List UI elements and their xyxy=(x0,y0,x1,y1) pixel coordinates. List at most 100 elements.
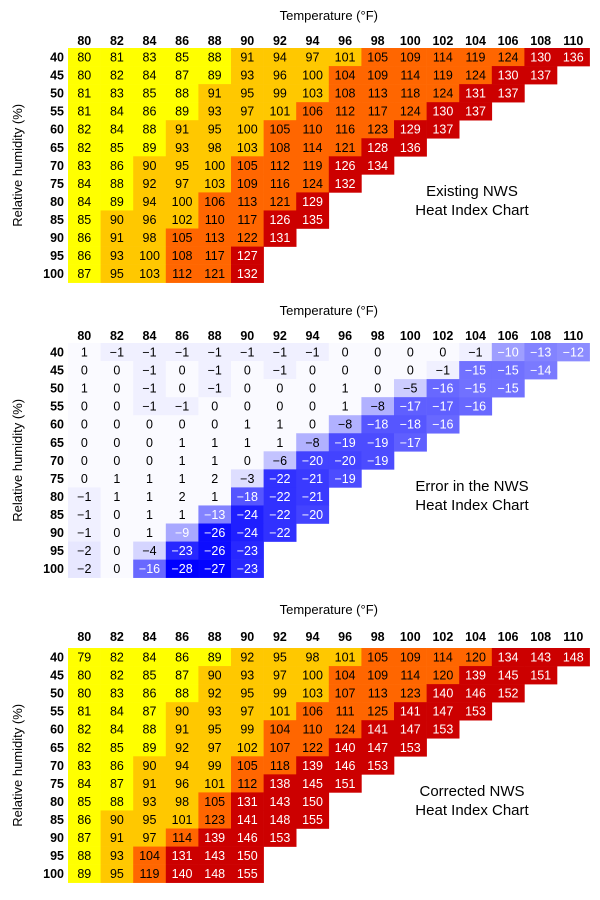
cell-value-label: 90 xyxy=(143,159,157,173)
heatmap-cell xyxy=(491,648,525,667)
cell-value-label: 85 xyxy=(110,741,124,755)
cell-value-label: −23 xyxy=(237,562,258,576)
cell-value-label: −24 xyxy=(237,508,258,522)
cell-value-label: 126 xyxy=(269,213,290,227)
heatmap-cell xyxy=(198,487,232,506)
cell-value-label: 100 xyxy=(302,69,323,83)
heatmap-cell xyxy=(198,451,232,470)
cell-value-label: 153 xyxy=(432,723,453,737)
heatmap-cell xyxy=(361,415,395,434)
heatmap-cell xyxy=(328,361,362,380)
heatmap-cell xyxy=(198,379,232,398)
heatmap-cell xyxy=(361,702,395,721)
heatmap-cell xyxy=(165,361,199,380)
cell-value-label: 145 xyxy=(302,777,323,791)
cell-value-label: 97 xyxy=(240,705,254,719)
y-tick-label: 50 xyxy=(50,87,64,101)
cell-value-label: 81 xyxy=(77,87,91,101)
heatmap-panel-2: Temperature (°F) Relative humidity (%) 80 8… xyxy=(10,303,590,578)
x-tick-label: 104 xyxy=(465,630,486,644)
heatmap-cell xyxy=(328,120,362,139)
y-tick-label: 40 xyxy=(50,346,64,360)
heatmap-cell xyxy=(100,156,134,175)
x-tick-label: 88 xyxy=(208,329,222,343)
heatmap-cell xyxy=(68,343,101,362)
cell-value-label: 92 xyxy=(240,651,254,665)
heatmap-cell xyxy=(133,684,167,703)
heatmap-cell xyxy=(68,192,101,211)
heatmap-cell xyxy=(68,469,101,488)
heatmap-cell xyxy=(459,379,493,398)
heatmap-cell xyxy=(231,379,264,398)
cell-value-label: 118 xyxy=(400,87,420,101)
cell-value-label: 127 xyxy=(237,249,258,263)
heatmap-cell xyxy=(263,505,297,524)
heatmap-cell xyxy=(198,720,232,739)
heatmap-cell xyxy=(133,559,167,578)
heatmap-cell xyxy=(165,156,199,175)
cell-value-label: 0 xyxy=(113,400,120,414)
heatmap-cell xyxy=(68,102,101,121)
cell-value-label: 92 xyxy=(175,741,189,755)
cell-value-label: −13 xyxy=(204,508,225,522)
cell-value-label: 143 xyxy=(530,651,551,665)
heatmap-cell xyxy=(296,174,330,193)
heatmap-cell xyxy=(328,174,362,193)
cell-value-label: 0 xyxy=(179,418,186,432)
heatmap-cell xyxy=(263,48,297,67)
heatmap-cell xyxy=(491,48,525,67)
heatmap-cell xyxy=(165,684,199,703)
y-tick-label: 70 xyxy=(50,454,64,468)
y-axis-title: Relative humidity (%) xyxy=(10,104,25,227)
cell-value-label: 123 xyxy=(367,123,388,137)
cell-value-label: −18 xyxy=(400,418,421,432)
cell-value-label: 86 xyxy=(77,249,91,263)
heatmap-cell xyxy=(296,810,330,829)
x-tick-label: 80 xyxy=(77,630,91,644)
cell-value-label: 85 xyxy=(175,51,189,65)
heatmap-cell xyxy=(557,343,590,362)
heatmap-cell xyxy=(100,774,134,793)
heatmap-cell xyxy=(100,864,134,883)
cell-value-label: 93 xyxy=(110,849,124,863)
heatmap-cell xyxy=(198,361,232,380)
cell-value-label: 105 xyxy=(237,159,258,173)
cell-value-label: −19 xyxy=(367,436,388,450)
heatmap-cell xyxy=(165,810,199,829)
heatmap-cell xyxy=(263,666,297,685)
y-tick-label: 80 xyxy=(50,795,64,809)
cell-value-label: −20 xyxy=(302,454,323,468)
heatmap-cell xyxy=(231,864,264,883)
heatmap-cell xyxy=(68,541,101,560)
cell-value-label: 124 xyxy=(400,105,421,119)
x-tick-label: 84 xyxy=(143,630,157,644)
cell-value-label: 123 xyxy=(204,813,225,827)
cell-value-label: 0 xyxy=(374,364,381,378)
cell-value-label: 0 xyxy=(81,454,88,468)
heatmap-cell xyxy=(459,666,493,685)
cell-value-label: −1 xyxy=(208,364,222,378)
cell-value-label: 1 xyxy=(179,472,186,486)
cell-value-label: 100 xyxy=(172,195,193,209)
cell-value-label: 97 xyxy=(273,669,287,683)
cell-value-label: 137 xyxy=(465,105,486,119)
cell-value-label: 84 xyxy=(77,177,91,191)
cell-value-label: 83 xyxy=(143,51,157,65)
cell-value-label: 104 xyxy=(139,849,160,863)
cell-value-label: −23 xyxy=(171,544,192,558)
cell-value-label: 1 xyxy=(81,346,88,360)
cell-value-label: 95 xyxy=(208,123,222,137)
heatmap-cell xyxy=(133,756,167,775)
cell-value-label: 87 xyxy=(143,705,157,719)
cell-value-label: 101 xyxy=(335,51,356,65)
cell-value-label: 136 xyxy=(563,51,584,65)
cell-value-label: 109 xyxy=(367,69,388,83)
heatmap-cell xyxy=(165,487,199,506)
heatmap-cell xyxy=(296,156,330,175)
heatmap-cell xyxy=(68,487,101,506)
cell-value-label: 150 xyxy=(237,849,258,863)
heatmap-cell xyxy=(263,702,297,721)
cell-value-label: 0 xyxy=(113,562,120,576)
cell-value-label: 124 xyxy=(335,723,356,737)
x-tick-label: 106 xyxy=(498,630,519,644)
